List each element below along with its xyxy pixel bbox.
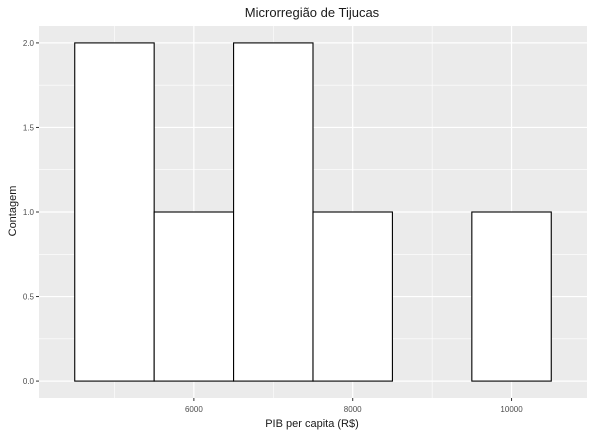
chart-title: Microrregião de Tijucas bbox=[245, 5, 380, 20]
histogram-bar bbox=[233, 42, 314, 382]
y-axis: 0.0 0.5 1.0 1.5 2.0 bbox=[23, 39, 39, 386]
histogram-bar bbox=[312, 211, 393, 382]
histogram-bar bbox=[471, 211, 552, 382]
x-axis-title: PIB per capita (R$) bbox=[265, 418, 359, 430]
y-tick-label: 0.5 bbox=[23, 293, 35, 302]
x-axis: 6000 8000 10000 bbox=[185, 398, 523, 414]
histogram-bar bbox=[153, 211, 235, 382]
y-axis-title: Contagem bbox=[7, 186, 19, 237]
x-tick-label: 6000 bbox=[185, 405, 203, 414]
y-tick-label: 0.0 bbox=[23, 377, 35, 386]
x-tick-label: 10000 bbox=[500, 405, 523, 414]
y-tick-label: 2.0 bbox=[23, 39, 35, 48]
histogram-bar bbox=[74, 42, 155, 382]
x-tick-label: 8000 bbox=[344, 405, 362, 414]
plot-panel bbox=[39, 26, 587, 398]
y-tick-label: 1.0 bbox=[23, 208, 35, 217]
y-tick-label: 1.5 bbox=[23, 123, 35, 132]
